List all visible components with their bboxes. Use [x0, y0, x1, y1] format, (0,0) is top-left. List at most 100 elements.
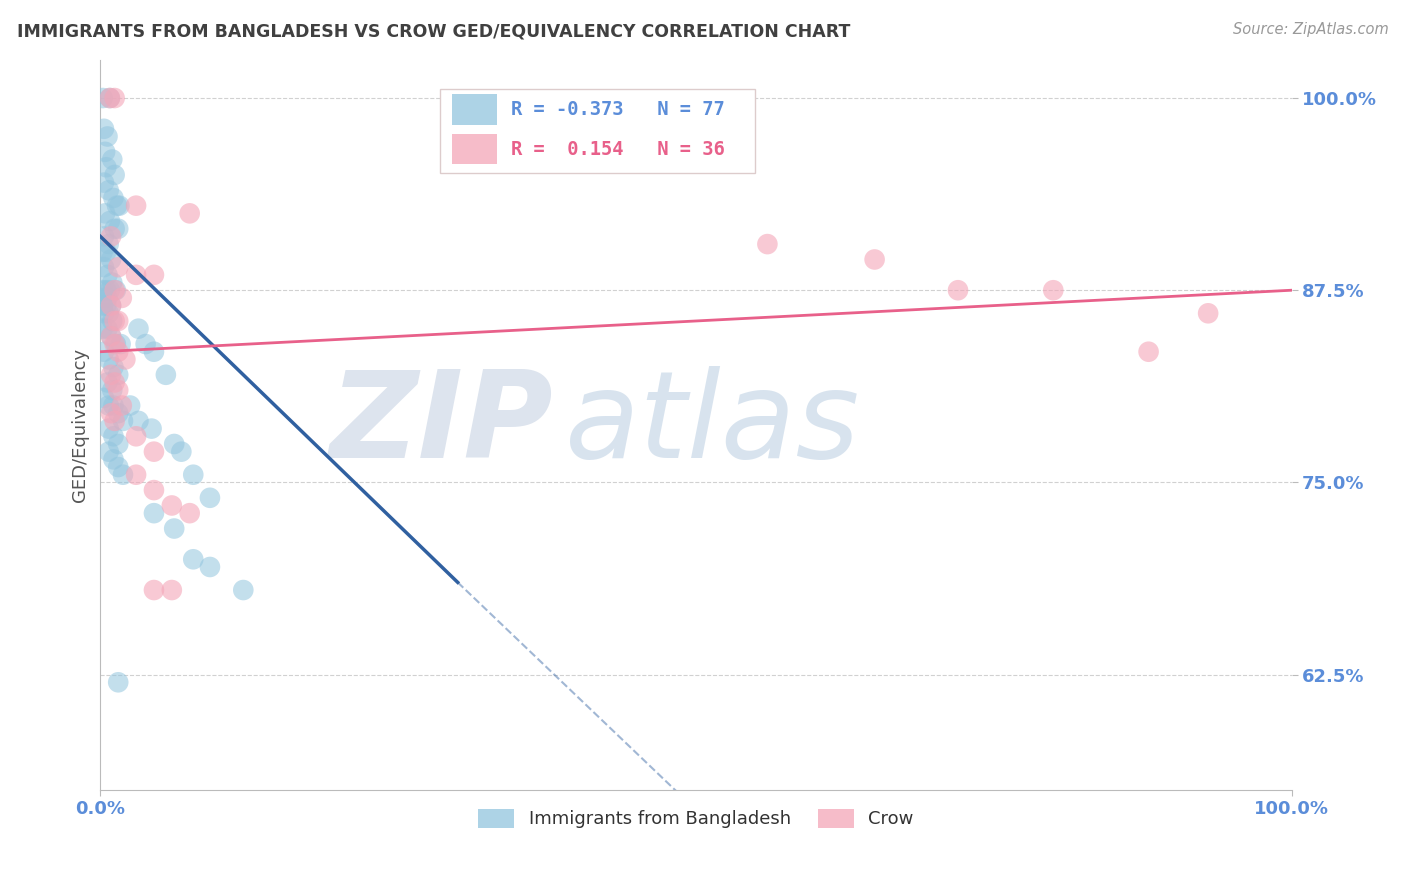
Point [101, 383, 124, 397]
Point [104, 168, 127, 182]
Point [110, 337, 132, 351]
Point [93, 121, 115, 136]
Point [142, 506, 165, 520]
Text: IMMIGRANTS FROM BANGLADESH VS CROW GED/EQUIVALENCY CORRELATION CHART: IMMIGRANTS FROM BANGLADESH VS CROW GED/E… [17, 22, 851, 40]
Point [91, 299, 114, 313]
Point [100, 229, 122, 244]
Point [104, 337, 127, 351]
Point [101, 314, 124, 328]
Point [111, 467, 134, 482]
Point [105, 199, 128, 213]
Point [104, 414, 127, 428]
Point [97, 444, 120, 458]
Point [125, 429, 148, 443]
Point [1042, 283, 1064, 297]
Text: Source: ZipAtlas.com: Source: ZipAtlas.com [1233, 22, 1389, 37]
Point [198, 560, 221, 574]
Point [108, 199, 131, 213]
Point [100, 252, 122, 267]
Point [135, 337, 157, 351]
Point [96, 291, 118, 305]
Point [181, 467, 204, 482]
Point [101, 153, 124, 167]
Point [107, 406, 129, 420]
Text: atlas: atlas [565, 367, 860, 483]
Point [170, 444, 193, 458]
Point [142, 582, 165, 597]
Point [142, 444, 165, 458]
Point [125, 199, 148, 213]
Point [127, 414, 149, 428]
Point [179, 506, 201, 520]
Point [179, 206, 201, 220]
Point [96, 160, 118, 174]
Legend: Immigrants from Bangladesh, Crow: Immigrants from Bangladesh, Crow [471, 802, 921, 836]
Point [155, 368, 177, 382]
Point [107, 437, 129, 451]
Point [96, 283, 118, 297]
Point [96, 299, 118, 313]
Point [107, 368, 129, 382]
Point [125, 467, 148, 482]
Point [756, 237, 779, 252]
Point [98, 91, 121, 105]
Point [96, 321, 118, 335]
Point [1137, 344, 1160, 359]
Point [111, 414, 134, 428]
Point [97, 306, 120, 320]
Point [93, 306, 115, 320]
Point [101, 276, 124, 290]
Point [94, 206, 117, 220]
Point [120, 399, 142, 413]
FancyBboxPatch shape [440, 89, 755, 173]
Point [107, 460, 129, 475]
Bar [451, 134, 496, 164]
Point [198, 491, 221, 505]
Point [104, 283, 127, 297]
Point [103, 429, 125, 443]
Point [181, 552, 204, 566]
Point [96, 268, 118, 282]
Point [142, 483, 165, 497]
Point [98, 214, 121, 228]
Point [107, 344, 129, 359]
Point [93, 260, 115, 275]
Point [141, 421, 163, 435]
Point [946, 283, 969, 297]
Point [91, 91, 114, 105]
Point [125, 268, 148, 282]
Point [100, 299, 122, 313]
Y-axis label: GED/Equivalency: GED/Equivalency [72, 348, 89, 502]
Text: R =  0.154   N = 36: R = 0.154 N = 36 [512, 139, 725, 159]
Point [107, 260, 129, 275]
Point [163, 522, 186, 536]
Point [107, 221, 129, 235]
Point [96, 129, 118, 144]
Point [100, 299, 122, 313]
Bar [451, 95, 496, 125]
Point [97, 183, 120, 197]
Point [97, 421, 120, 435]
Point [91, 283, 114, 297]
Point [100, 368, 122, 382]
Point [104, 221, 127, 235]
Point [111, 399, 134, 413]
Point [103, 191, 125, 205]
Point [91, 244, 114, 259]
Point [96, 244, 118, 259]
Point [1197, 306, 1219, 320]
Point [104, 314, 127, 328]
Point [91, 321, 114, 335]
Point [142, 268, 165, 282]
Point [93, 229, 115, 244]
Point [98, 91, 121, 105]
Point [104, 283, 127, 297]
Point [104, 91, 127, 105]
Point [160, 582, 183, 597]
Point [94, 145, 117, 159]
Point [114, 352, 136, 367]
Point [97, 237, 120, 252]
Text: ZIP: ZIP [329, 367, 553, 483]
Point [127, 321, 149, 335]
Point [104, 376, 127, 390]
